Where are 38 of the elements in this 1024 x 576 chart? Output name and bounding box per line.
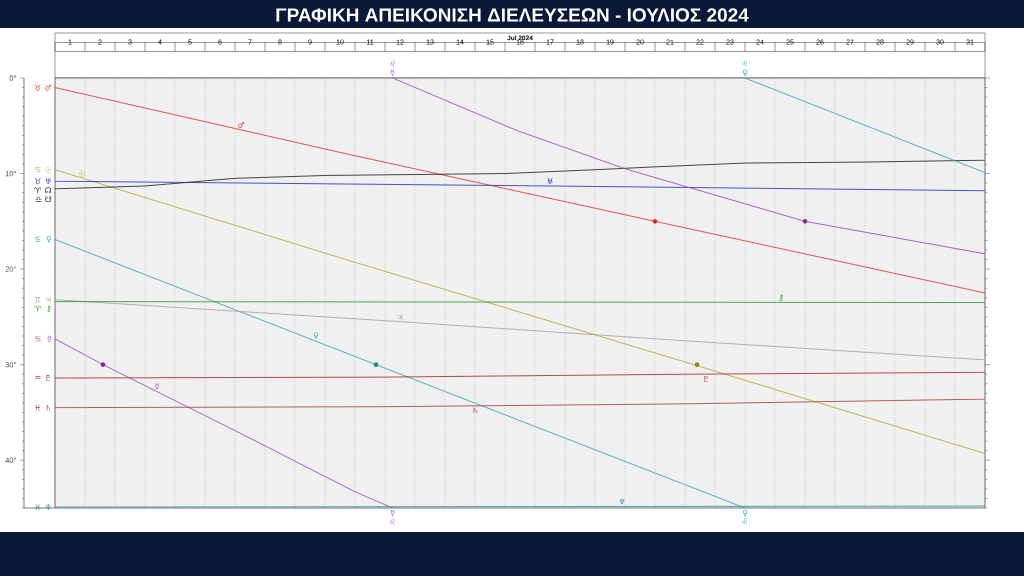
- annotation: ♈: [34, 187, 41, 194]
- annotation: ☿: [155, 383, 159, 390]
- annotation: ♂: [238, 122, 245, 128]
- series-label: ♂: [45, 84, 52, 91]
- annotation: ♋: [35, 336, 41, 342]
- annotation: ♀ ♌: [742, 509, 748, 525]
- series-label: ♄: [46, 404, 51, 411]
- annotation: ♌ ☿: [390, 60, 395, 77]
- annotation: ♋: [35, 236, 41, 242]
- series-label: ♃: [45, 296, 51, 303]
- series-label: ⚷: [47, 305, 51, 312]
- annotation: ♇: [704, 375, 708, 382]
- annotation: ♄: [473, 407, 477, 414]
- annotation: ♒: [34, 375, 41, 380]
- annotation: ♆: [619, 498, 625, 505]
- annotation: ♎ ☋: [35, 196, 52, 203]
- annotation: ☉: [79, 170, 85, 177]
- annotation: ☿ ♌: [390, 509, 395, 525]
- annotation: ♈: [34, 305, 41, 312]
- series-label: ♀: [46, 236, 52, 243]
- annotation: ⚷: [779, 294, 783, 301]
- annotation: ♌ ♀: [742, 60, 748, 77]
- chart-title: ΓΡΑΦΙΚΗ ΑΠΕΙΚΟΝΙΣΗ ΔΙΕΛΕΥΣΕΩΝ - ΙΟΥΛΙΟΣ 2024: [276, 8, 749, 22]
- annotation: ♊: [34, 296, 41, 303]
- series-label: ♇: [46, 375, 50, 381]
- annotation: ♋: [35, 167, 41, 173]
- series-label: ♆: [45, 504, 51, 510]
- series-label: ☊: [45, 187, 52, 194]
- series-label: ♅: [45, 178, 51, 185]
- annotation: ♓: [35, 404, 41, 411]
- annotation: ♃: [397, 314, 403, 320]
- annotation: ♉: [34, 178, 41, 185]
- annotation: ♓: [35, 504, 41, 510]
- annotation: ♅: [547, 178, 553, 185]
- series-label: ☉: [45, 166, 52, 173]
- series-label: ☿: [47, 335, 52, 343]
- annotation: ♀: [313, 332, 319, 340]
- annotation: ♉: [34, 84, 41, 91]
